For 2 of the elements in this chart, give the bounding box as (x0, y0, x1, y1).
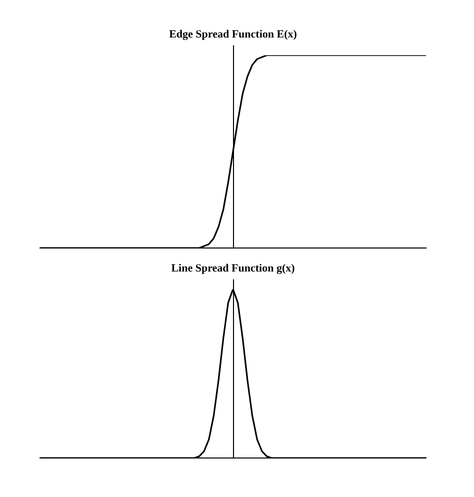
chart-title: Edge Spread Function E(x) (169, 28, 298, 40)
chart-title: Line Spread Function g(x) (171, 262, 296, 274)
